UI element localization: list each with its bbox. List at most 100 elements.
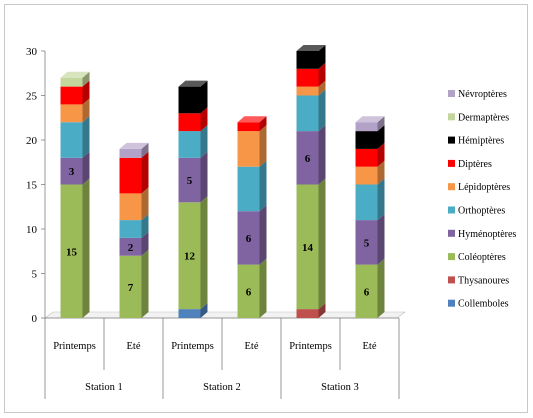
bar-segment-coleopteres [238, 259, 267, 318]
bar-segment-orthopteres [297, 90, 326, 132]
legend: Névroptères Dermaptères Hémiptères Diptères… [448, 89, 516, 310]
bar-front-face [297, 87, 319, 96]
data-label: 12 [184, 251, 196, 263]
y-tick-label: 30 [26, 46, 38, 58]
bar-front-face [61, 122, 83, 158]
x-category-label: Eté [245, 341, 259, 352]
y-tick-label: 0 [32, 313, 38, 325]
legend-swatch [448, 137, 455, 144]
bar-front-face [61, 78, 83, 87]
legend-item: Orthoptères [448, 206, 505, 217]
bar-side-face [319, 125, 326, 184]
legend-item: Hyménoptères [448, 229, 516, 240]
legend-swatch [448, 230, 455, 237]
bar-segment-lepidopteres [238, 125, 267, 167]
bar-side-face [201, 152, 208, 203]
bar-side-face [260, 259, 267, 318]
bars-layer [61, 45, 385, 318]
bar-front-face [297, 309, 319, 318]
data-label: 7 [128, 282, 134, 294]
x-group-label: Station 1 [85, 382, 123, 393]
x-category-label: Printemps [289, 341, 332, 352]
data-label: 5 [187, 175, 193, 187]
bar-side-face [319, 179, 326, 310]
bar-segment-hymenopteres [356, 214, 385, 265]
bar-side-face [83, 179, 90, 319]
bar-side-face [378, 214, 385, 265]
legend-label: Diptères [458, 159, 492, 170]
bar-segment-hemipteres [297, 45, 326, 69]
legend-swatch [448, 113, 455, 120]
bar-segment-orthopteres [356, 179, 385, 221]
legend-swatch [448, 276, 455, 283]
bar-front-face [179, 309, 201, 318]
bar-side-face [378, 259, 385, 318]
legend-item: Collemboles [448, 299, 509, 310]
bar-front-face [356, 167, 378, 185]
bar-front-face [356, 122, 378, 131]
x-group-label: Station 2 [203, 382, 241, 393]
bar-side-face [319, 90, 326, 132]
bar-side-face [260, 125, 267, 167]
bar-segment-hymenopteres [297, 125, 326, 184]
bar-segment-hymenopteres [179, 152, 208, 203]
legend-swatch [448, 300, 455, 307]
chart-floor [45, 312, 405, 318]
legend-label: Collemboles [458, 299, 509, 310]
y-tick-label: 10 [26, 224, 38, 236]
x-category-label: Printemps [53, 341, 96, 352]
bar-front-face [179, 113, 201, 131]
legend-item: Névroptères [448, 89, 507, 100]
bar-front-face [120, 149, 142, 158]
data-label: 2 [128, 242, 134, 254]
bar-side-face [260, 161, 267, 212]
bar-front-face [356, 185, 378, 221]
bar-segment-hemipteres [179, 81, 208, 114]
legend-item: Dermaptères [448, 112, 509, 123]
y-tick-label: 15 [26, 180, 38, 192]
bar-front-face [179, 87, 201, 114]
bar-front-face [297, 69, 319, 87]
x-category-label: Eté [127, 341, 141, 352]
legend-label: Thysanoures [458, 275, 509, 286]
legend-label: Orthoptères [458, 206, 505, 217]
legend-item: Hémiptères [448, 136, 504, 147]
legend-label: Névroptères [458, 89, 507, 100]
bar-side-face [83, 116, 90, 158]
bar-front-face [61, 104, 83, 122]
bar-side-face [260, 205, 267, 264]
bar-segment-coleopteres [356, 259, 385, 318]
bar-side-face [201, 196, 208, 309]
data-label: 14 [302, 242, 314, 254]
legend-label: Dermaptères [458, 112, 509, 123]
legend-swatch [448, 90, 455, 97]
legend-label: Hyménoptères [458, 229, 516, 240]
bar-segment-orthopteres [238, 161, 267, 212]
data-label: 15 [66, 246, 78, 258]
legend-label: Hémiptères [458, 136, 504, 147]
legend-swatch [448, 253, 455, 260]
bar-front-face [238, 122, 260, 131]
legend-swatch [448, 183, 455, 190]
bar-segment-coleopteres [120, 250, 149, 318]
bar-front-face [297, 96, 319, 132]
bar-front-face [297, 51, 319, 69]
legend-item: Diptères [448, 159, 492, 170]
bar-segment-hymenopteres [238, 205, 267, 264]
legend-label: Coléoptères [458, 252, 506, 263]
bar-segment-orthopteres [61, 116, 90, 158]
legend-item: Thysanoures [448, 275, 509, 286]
legend-swatch [448, 160, 455, 167]
data-label: 6 [246, 233, 252, 245]
bar-front-face [120, 220, 142, 238]
bar-front-face [356, 149, 378, 167]
bar-front-face [120, 193, 142, 220]
y-tick-label: 5 [32, 269, 38, 281]
data-label: 3 [69, 166, 75, 178]
legend-swatch [448, 207, 455, 214]
legend-item: Lépidoptères [448, 182, 510, 193]
bar-front-face [179, 131, 201, 158]
data-label: 6 [305, 153, 311, 165]
bar-side-face [142, 250, 149, 318]
